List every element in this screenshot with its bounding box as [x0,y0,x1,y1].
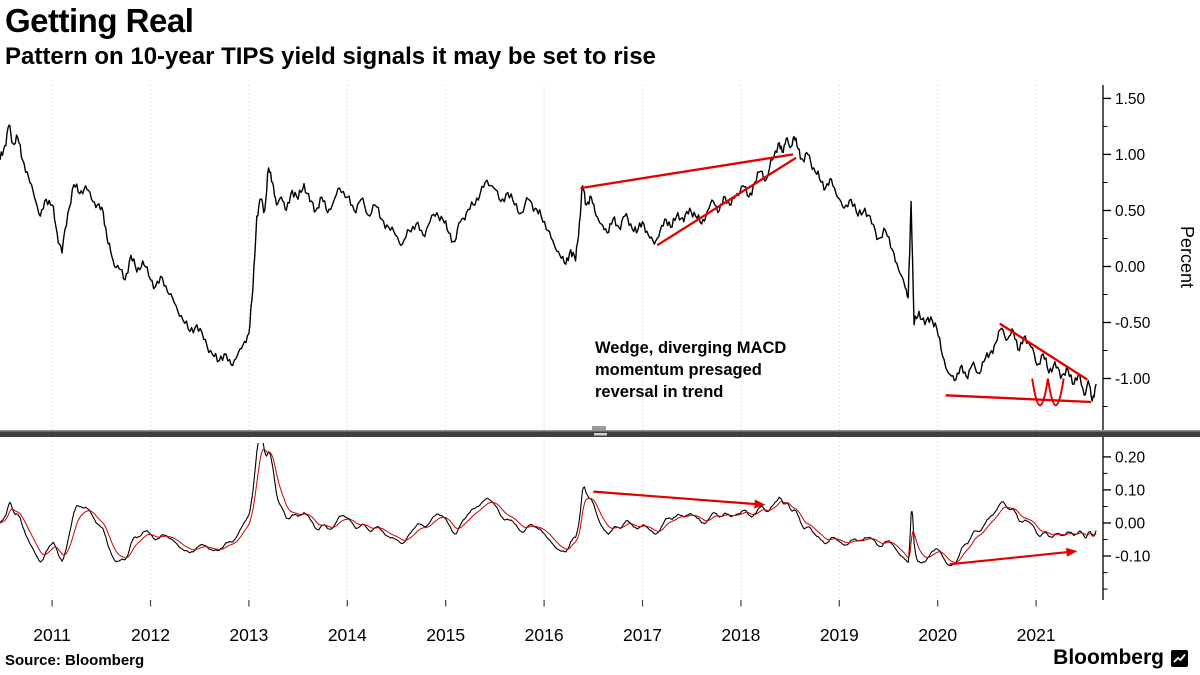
panel-separator[interactable] [0,426,1200,437]
x-tick-label: 2014 [328,625,367,645]
y-tick-label: 0.00 [1115,515,1146,532]
trend-annotations [580,153,1092,566]
separator-top-edge [0,430,1200,432]
x-tick-label: 2020 [918,625,957,645]
wedge-trendline-2 [656,156,797,247]
double-bottom-marker [1031,378,1065,407]
page-title: Getting Real [5,2,194,39]
x-tick-label: 2019 [820,625,859,645]
x-tick-label: 2017 [623,625,662,645]
separator-grip [594,433,607,436]
y-tick-label: 0.00 [1115,259,1146,276]
macd-signal-line [0,448,1097,563]
wedge-trendline-1 [580,153,794,190]
x-tick-label: 2016 [525,625,564,645]
macd-divergence-arrow-2 [949,551,1067,566]
bloomberg-chart-icon [1171,649,1188,667]
x-tick-label: 2015 [426,625,465,645]
y-tick-label: 1.50 [1115,91,1146,108]
bloomberg-logo: Bloomberg [1053,646,1188,670]
macd-divergence-arrow-1 [593,490,755,506]
page-subtitle: Pattern on 10-year TIPS yield signals it… [5,43,656,70]
y-tick-label: 0.10 [1115,482,1146,499]
macd-line [0,443,1097,567]
x-axis: 2011 2012 2013 2014 2015 2016 2017 2018 2019 2020… [33,600,1056,645]
tips-yield-line [0,124,1097,402]
percent-axis-label: Percent [1177,226,1197,288]
macd-panel [0,443,1097,567]
arrowhead [1066,547,1078,557]
wedge-trendline-4 [945,394,1092,404]
separator-handle[interactable] [592,426,606,430]
y-tick-label: -0.10 [1115,548,1151,565]
wedge-annotation-line-2: momentum presaged [595,361,762,379]
source-credit: Source: Bloomberg [5,652,145,669]
y-tick-label: 1.00 [1115,147,1146,164]
y-tick-label: 0.50 [1115,203,1146,220]
x-tick-label: 2012 [131,625,170,645]
x-tick-label: 2011 [33,625,71,645]
arrowhead [754,499,766,509]
y-tick-label: -1.00 [1115,371,1151,388]
wedge-annotation-line-3: reversal in trend [595,383,723,401]
y-tick-label: -0.50 [1115,315,1151,332]
y-tick-label: 0.20 [1115,449,1146,466]
yield-panel [0,124,1097,402]
year-gridlines [51,85,1037,600]
x-tick-label: 2018 [721,625,760,645]
wedge-trendline-3 [999,322,1088,381]
x-tick-label: 2013 [229,625,268,645]
right-axis: 1.50 1.00 0.50 0.00 -0.50 -1.00 0.20 0.10 0.00 -0… [1102,85,1151,600]
wedge-annotation-line-1: Wedge, diverging MACD [595,339,786,357]
x-tick-label: 2021 [1017,625,1056,645]
bloomberg-wordmark: Bloomberg [1053,646,1164,669]
